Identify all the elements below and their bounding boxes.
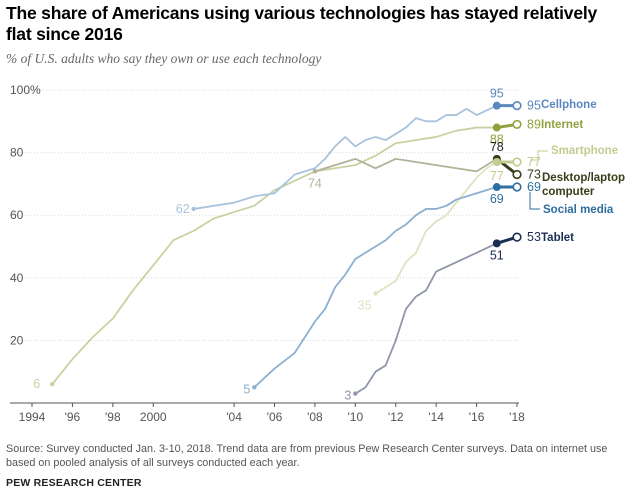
chart-subtitle: % of U.S. adults who say they own or use… xyxy=(6,51,322,66)
series-name-label: Tablet xyxy=(541,232,574,244)
data-label: 78 xyxy=(490,140,504,154)
series-name-label: computer xyxy=(542,186,595,198)
social-media-leader xyxy=(529,192,540,210)
data-label: 51 xyxy=(490,248,504,262)
series-start-point-tablet xyxy=(353,391,358,396)
series-point-2018-cellphone xyxy=(512,101,522,111)
x-tick-label: '12 xyxy=(388,410,404,424)
grid-lines xyxy=(10,89,519,341)
data-label: 5 xyxy=(243,382,250,396)
data-label: 62 xyxy=(176,202,190,216)
data-label: 6 xyxy=(33,377,40,391)
x-tick-label: '18 xyxy=(509,410,525,424)
data-label: 77 xyxy=(490,169,504,183)
data-label: 77 xyxy=(527,155,541,169)
data-label: 69 xyxy=(490,192,504,206)
y-tick-label: 60 xyxy=(10,208,24,222)
series-point-2017-tablet xyxy=(492,239,501,248)
data-label: 95 xyxy=(490,87,504,101)
x-tick-label: '06 xyxy=(267,410,283,424)
data-label: 53 xyxy=(527,230,541,244)
series-name-label: Internet xyxy=(541,119,583,131)
data-label: 35 xyxy=(358,298,372,312)
series-line-internet xyxy=(51,126,497,385)
data-label: 95 xyxy=(527,99,541,113)
y-tick-label: 20 xyxy=(10,333,24,347)
brand-logo-text: PEW RESEARCH CENTER xyxy=(6,477,142,489)
line-chart: 20 40 60 80 100% 1994 '96 '98 2000 '04 '06 '08 '10 '1… xyxy=(10,83,625,424)
data-label: 74 xyxy=(308,176,322,190)
series-line-social-media xyxy=(253,186,498,389)
chart-title: The share of Americans using various tec… xyxy=(6,3,598,44)
smartphone-leader xyxy=(530,150,548,161)
source-note: Source: Survey conducted Jan. 3-10, 2018… xyxy=(6,443,608,469)
data-label: 88 xyxy=(490,133,504,147)
x-tick-label: 1994 xyxy=(19,410,46,424)
series-start-point-desktop-laptop-computer xyxy=(312,169,318,174)
series-name-label: Cellphone xyxy=(541,99,597,111)
series-name-labels: Internet Cellphone Desktop/laptop computer S… xyxy=(529,99,625,244)
series-point-2017-internet xyxy=(492,123,501,132)
series-name-label: Smartphone xyxy=(551,145,618,157)
x-tick-label: '98 xyxy=(105,410,121,424)
x-tick-label: '16 xyxy=(469,410,485,424)
series-labels: 6 88 89 62 95 95 74 78 73 35 77 77 5 69 69 3 51 53 xyxy=(33,87,541,403)
series-name-label: Social media xyxy=(543,204,614,216)
x-tick-label: '14 xyxy=(428,410,444,424)
x-tick-label: 2000 xyxy=(140,410,167,424)
data-label: 69 xyxy=(527,180,541,194)
y-tick-label: 40 xyxy=(10,271,24,285)
axes: 20 40 60 80 100% 1994 '96 '98 2000 '04 '06 '08 '10 '1… xyxy=(10,83,525,424)
y-tick-label: 100% xyxy=(10,83,41,97)
series-point-2018-tablet xyxy=(512,232,522,242)
data-label: 3 xyxy=(344,389,351,403)
data-label: 89 xyxy=(527,117,541,131)
series-point-2018-social-media xyxy=(512,182,522,192)
series-lines xyxy=(50,101,522,396)
series-start-point-smartphone xyxy=(373,291,378,296)
series-start-point-internet xyxy=(50,382,55,387)
series-point-2018-smartphone xyxy=(512,157,522,167)
series-point-2018-desktop-laptop-computer xyxy=(512,169,522,180)
series-point-2017-social-media xyxy=(492,183,501,192)
series-point-2018-internet xyxy=(512,119,522,130)
x-tick-label: '10 xyxy=(348,410,364,424)
x-tick-label: '08 xyxy=(307,410,323,424)
x-tick-label: '96 xyxy=(65,410,81,424)
series-start-point-cellphone xyxy=(191,206,196,212)
series-name-label: Desktop/laptop xyxy=(542,172,625,184)
x-tick-label: '04 xyxy=(226,410,242,424)
series-line-smartphone xyxy=(375,161,498,295)
series-point-2017-smartphone xyxy=(492,157,501,166)
data-label: 73 xyxy=(527,168,541,182)
series-line-tablet xyxy=(354,242,498,395)
y-tick-label: 80 xyxy=(10,146,24,160)
series-line-desktop-laptop-computer xyxy=(314,157,498,173)
series-start-point-social-media xyxy=(252,385,257,390)
series-line-cellphone xyxy=(193,104,498,210)
series-point-2017-cellphone xyxy=(492,101,501,110)
